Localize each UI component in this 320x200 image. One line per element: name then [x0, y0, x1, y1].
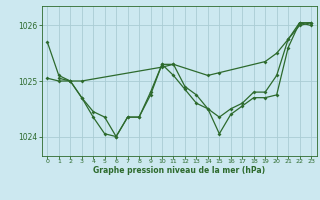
X-axis label: Graphe pression niveau de la mer (hPa): Graphe pression niveau de la mer (hPa) [93, 166, 265, 175]
